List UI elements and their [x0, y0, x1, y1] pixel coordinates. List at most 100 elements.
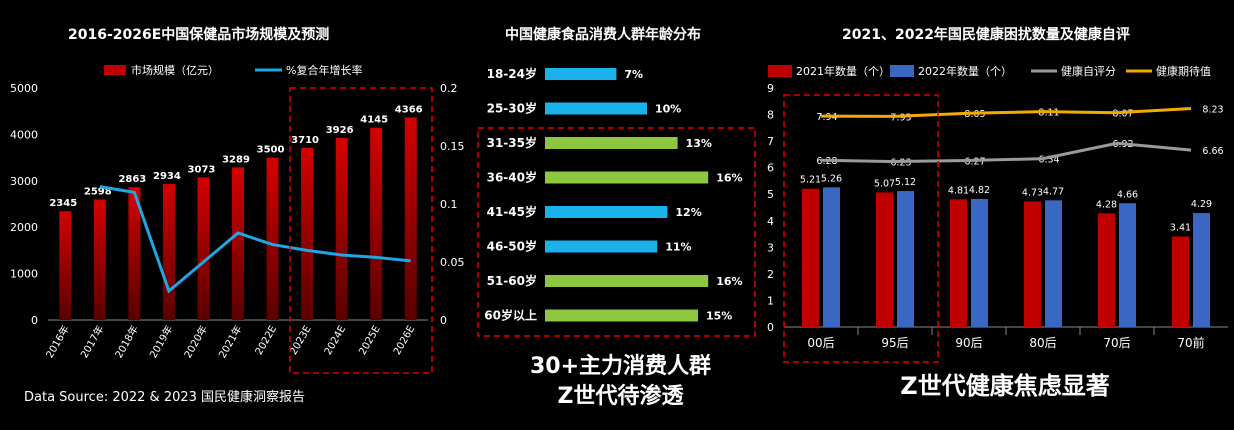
market-size-bar: [59, 211, 72, 320]
chart2-title: 中国健康食品消费人群年龄分布: [505, 27, 701, 43]
y-tick-label: 9: [767, 82, 774, 95]
bar-value-label: 4.77: [1043, 186, 1064, 197]
age-share-bar: [545, 206, 668, 218]
y-tick-label: 2000: [10, 221, 38, 234]
x-tick-label: 90后: [955, 336, 982, 350]
x-tick-label: 80后: [1029, 336, 1056, 350]
age-label: 25-30岁: [487, 101, 537, 116]
concern-count-bar: [1045, 200, 1062, 327]
expectation-line: [820, 106, 1192, 118]
bar-value-label: 2863: [118, 174, 146, 185]
concern-count-bar: [876, 192, 893, 327]
x-tick-label: 95后: [881, 336, 908, 350]
x-tick-label: 2020年: [181, 323, 210, 360]
age-label: 36-40岁: [487, 170, 537, 185]
x-tick-label: 2019年: [147, 323, 176, 360]
bar-value-label: 4.29: [1191, 199, 1212, 210]
legend-label: 2021年数量（个）: [796, 64, 890, 78]
y-tick-label: 6: [767, 162, 774, 175]
age-label: 60岁以上: [484, 308, 537, 323]
age-label: 41-45岁: [487, 204, 537, 219]
market-size-chart: 市场规模（亿元） %复合年增长率 0 1000 2000 3000 4000 5000 0 0.0…: [10, 63, 465, 374]
line-value-label: 8.05: [964, 109, 985, 120]
y-tick-label: 5000: [10, 82, 38, 95]
concern-count-bar: [897, 191, 914, 327]
x-tick-label: 2017年: [77, 323, 106, 360]
y2-tick-label: 0.2: [440, 82, 458, 95]
age-label: 51-60岁: [487, 273, 537, 288]
age-label: 31-35岁: [487, 135, 537, 150]
y-tick-label: 4000: [10, 128, 38, 141]
y-tick-label: 3000: [10, 175, 38, 188]
bar-value-label: 2934: [153, 171, 181, 182]
y2-tick-label: 0.15: [440, 140, 465, 153]
age-share-value: 16%: [716, 172, 742, 185]
age-share-bar: [545, 275, 709, 287]
bar-value-label: 3073: [188, 164, 216, 175]
age-share-value: 10%: [655, 103, 681, 116]
legend-bar-swatch: [104, 65, 126, 75]
y-tick-label: 0: [767, 321, 774, 334]
bar-value-label: 4.82: [969, 185, 990, 196]
x-tick-label: 2025E: [357, 324, 382, 357]
growth-rate-line: [99, 185, 411, 294]
main-consumer-highlight-box: [477, 127, 756, 337]
concern-count-bar: [1098, 213, 1115, 327]
y-tick-label: 5: [767, 188, 774, 201]
market-size-bar: [335, 137, 348, 320]
y-tick-label: 1000: [10, 268, 38, 281]
market-size-bar: [301, 147, 314, 320]
line-value-label: 6.23: [890, 158, 911, 169]
age-share-bar: [545, 171, 709, 184]
y2-tick-label: 0: [440, 314, 447, 327]
y-tick-label: 4: [767, 215, 774, 228]
bar-value-label: 2345: [49, 198, 77, 209]
callout-gen-z-anxiety: Z世代健康焦虑显著: [900, 372, 1110, 400]
x-tick-label: 2018年: [112, 323, 141, 360]
x-tick-label: 70前: [1177, 335, 1204, 350]
self-rating-line: [820, 141, 1192, 164]
bar-value-label: 5.26: [821, 173, 842, 184]
age-share-value: 16%: [716, 275, 742, 288]
bar-value-label: 3926: [326, 125, 354, 136]
chart3-title: 2021、2022年国民健康困扰数量及健康自评: [842, 27, 1130, 43]
y-tick-label: 3: [767, 241, 774, 254]
market-size-bar: [128, 187, 141, 320]
age-distribution-chart: 18-24岁 7% 25-30岁 10% 31-35岁 13% 36-40岁 16% 41-45…: [477, 66, 756, 337]
callout-main-consumers: 30+主力消费人群: [529, 354, 712, 379]
x-tick-label: 2016年: [43, 323, 72, 360]
x-tick-label: 2024E: [323, 324, 348, 357]
age-share-bar: [545, 240, 658, 253]
y-tick-label: 8: [767, 109, 774, 122]
legend-label: 健康自评分: [1061, 64, 1116, 78]
callout-gen-z: Z世代待渗透: [557, 384, 684, 409]
concern-count-bar: [1193, 213, 1210, 327]
concern-count-bar: [1024, 201, 1041, 327]
age-label: 18-24岁: [487, 66, 537, 81]
age-share-bar: [545, 68, 617, 80]
market-size-bar: [197, 177, 210, 320]
age-share-value: 7%: [624, 68, 643, 81]
data-source-note: Data Source: 2022 & 2023 国民健康洞察报告: [24, 390, 306, 405]
bar-value-label: 3500: [257, 145, 285, 156]
age-share-value: 13%: [686, 137, 712, 150]
x-tick-label: 2022E: [254, 324, 279, 357]
age-share-value: 11%: [665, 241, 691, 254]
legend-label: 2022年数量（个）: [918, 64, 1012, 78]
x-tick-label: 2021年: [216, 323, 245, 360]
concern-count-bar: [802, 188, 819, 327]
market-size-bar: [162, 183, 175, 320]
bar-value-label: 4.28: [1096, 199, 1117, 210]
market-size-bar: [404, 117, 417, 320]
y-tick-label: 2: [767, 268, 774, 281]
chart1-title: 2016-2026E中国保健品市场规模及预测: [68, 27, 330, 43]
y-tick-label: 7: [767, 135, 774, 148]
line-value-label: 8.23: [1202, 104, 1223, 115]
legend-line-label: %复合年增长率: [286, 63, 362, 77]
bar-value-label: 5.12: [895, 177, 916, 188]
age-share-value: 15%: [706, 310, 732, 323]
concern-count-bar: [971, 199, 988, 327]
y-tick-label: 0: [31, 314, 38, 327]
age-share-bar: [545, 309, 698, 322]
legend-bar-label: 市场规模（亿元）: [131, 63, 219, 77]
